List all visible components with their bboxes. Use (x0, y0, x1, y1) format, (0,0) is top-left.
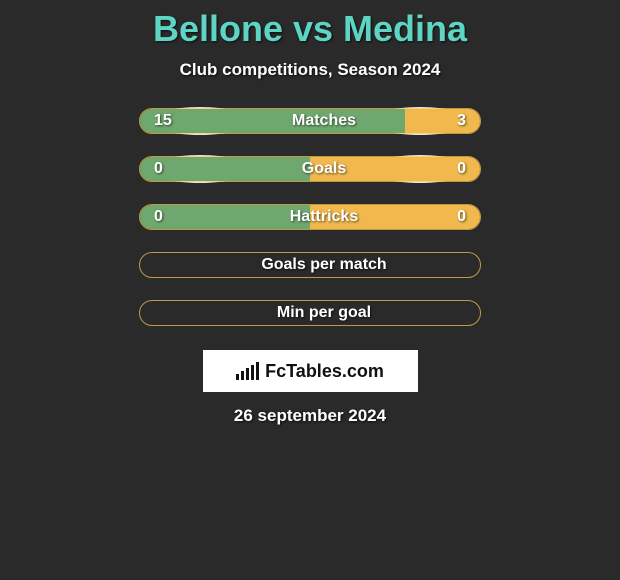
logo-block: FcTables.com (203, 350, 418, 392)
logo-bar-segment (236, 374, 239, 380)
stats-list: 15Matches30Goals00Hattricks0Goals per ma… (139, 108, 481, 348)
stat-row: Goals per match (139, 252, 481, 278)
stat-label: Min per goal (154, 304, 481, 322)
bar-text-layer: Min per goal (140, 301, 480, 325)
stat-left-value: 15 (154, 112, 172, 130)
date-label: 26 september 2024 (234, 406, 386, 426)
stat-label: Matches (154, 112, 481, 130)
logo-bars-icon (236, 362, 259, 380)
logo-text: FcTables.com (265, 361, 384, 382)
stat-label: Goals (154, 160, 481, 178)
page-subtitle: Club competitions, Season 2024 (180, 60, 441, 80)
logo-bar-segment (241, 371, 244, 380)
stat-right-value: 3 (457, 112, 466, 130)
stat-right-value: 0 (457, 160, 466, 178)
stat-row: Min per goal (139, 300, 481, 326)
bar-text-layer: 0Goals0 (140, 157, 480, 181)
stat-left-value: 0 (154, 160, 163, 178)
stat-row: 15Matches3 (139, 108, 481, 134)
stat-row: 0Hattricks0 (139, 204, 481, 230)
stat-label: Goals per match (154, 256, 481, 274)
page-title: Bellone vs Medina (153, 8, 467, 50)
logo-bar-segment (251, 365, 254, 380)
stat-bar: 0Goals0 (139, 156, 481, 182)
logo-bar-segment (246, 368, 249, 380)
stat-bar: 15Matches3 (139, 108, 481, 134)
stat-bar: 0Hattricks0 (139, 204, 481, 230)
stat-bar: Min per goal (139, 300, 481, 326)
comparison-panel: Bellone vs Medina Club competitions, Sea… (0, 0, 620, 426)
bar-text-layer: Goals per match (140, 253, 480, 277)
stat-label: Hattricks (154, 208, 481, 226)
bar-text-layer: 0Hattricks0 (140, 205, 480, 229)
stat-row: 0Goals0 (139, 156, 481, 182)
logo-bar-segment (256, 362, 259, 380)
bar-text-layer: 15Matches3 (140, 109, 480, 133)
stat-right-value: 0 (457, 208, 466, 226)
stat-bar: Goals per match (139, 252, 481, 278)
stat-left-value: 0 (154, 208, 163, 226)
